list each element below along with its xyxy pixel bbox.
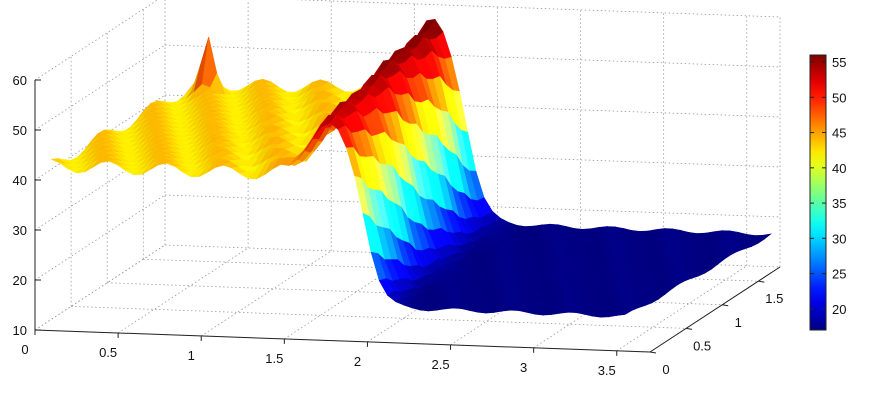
z-tick-label: 10 (13, 323, 27, 338)
grid-line (164, 44, 781, 68)
grid-line (616, 265, 747, 352)
y-tick-mark (649, 351, 657, 354)
y-tick-mark (722, 304, 729, 307)
z-tick-label: 50 (13, 123, 27, 138)
grid-line (34, 244, 166, 331)
colorbar: 20 25 30 35 40 45 50 55 (809, 54, 846, 331)
tick-labels: 0 0.5 1 1.5 2 2.5 3 3.5 0 0.5 1 1.5 10 20 30 40 50 60 (13, 73, 784, 378)
grid-line (293, 0, 781, 18)
colorbar-tick-label: 30 (832, 231, 846, 246)
y-tick-mark (686, 327, 693, 330)
x-tick-label: 0 (21, 342, 28, 357)
grid-line (34, 94, 166, 181)
surface-patch (615, 310, 633, 316)
z-tick-label: 40 (13, 173, 27, 188)
grid-line (164, 194, 781, 218)
x-tick-label: 0.5 (99, 345, 117, 360)
x-tick-label: 2 (354, 354, 361, 369)
x-tick-label: 3 (520, 360, 527, 375)
x-tick-label: 2.5 (432, 357, 450, 372)
x-tick-label: 1 (188, 348, 195, 363)
z-tick-label: 30 (13, 223, 27, 238)
z-tick-label: 60 (13, 73, 27, 88)
grid-line (200, 250, 332, 337)
colorbar-tick-label: 50 (832, 90, 846, 105)
grid-line (34, 0, 159, 81)
y-tick-label: 0 (662, 362, 669, 377)
y-tick-label: 1.5 (765, 291, 783, 306)
x-axis-line (34, 329, 651, 353)
colorbar-tick-label: 45 (832, 126, 846, 141)
y-tick-mark (758, 280, 765, 283)
x-tick-label: 1.5 (265, 351, 283, 366)
colorbar-gradient (809, 54, 827, 331)
colorbar-tick-label: 40 (832, 161, 846, 176)
colorbar-tick-label: 20 (832, 302, 846, 317)
grid-line (34, 194, 166, 281)
grid-line (164, 94, 781, 118)
grid-line (164, 144, 781, 168)
y-tick-label: 1 (735, 315, 742, 330)
grid-line (34, 44, 166, 131)
y-tick-label: 0.5 (693, 338, 711, 353)
surface (50, 18, 772, 318)
z-tick-label: 20 (13, 273, 27, 288)
colorbar-tick-label: 55 (832, 55, 846, 70)
colorbar-tick-label: 25 (832, 267, 846, 282)
grid-line (117, 247, 249, 334)
x-tick-label: 3.5 (598, 363, 616, 378)
grid-line (71, 305, 687, 329)
colorbar-tick-label: 35 (832, 196, 846, 211)
